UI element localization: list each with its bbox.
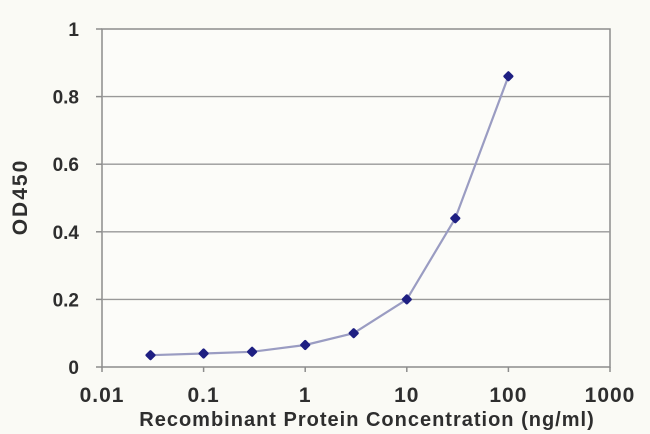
data-point-marker: [401, 294, 412, 305]
x-tick-label: 0.1: [187, 384, 219, 407]
data-point-marker: [300, 339, 311, 351]
data-point-marker: [503, 71, 514, 82]
y-tick-label: 0.4: [53, 223, 80, 244]
plot-area: [101, 28, 611, 368]
data-point-marker: [145, 350, 156, 361]
x-tick-label: 10: [394, 384, 419, 407]
data-point-marker: [348, 328, 359, 339]
y-tick-label: 0: [68, 358, 79, 379]
data-point-marker: [247, 346, 258, 357]
data-point-marker: [198, 348, 209, 359]
y-tick-label: 0.6: [53, 155, 79, 176]
y-tick-label: 0.8: [53, 88, 79, 109]
x-tick-label: 1: [299, 384, 312, 407]
x-tick-label: 0.01: [80, 384, 125, 407]
y-axis-title: OD450: [9, 158, 32, 236]
y-tick-label: 0.2: [53, 290, 79, 311]
x-tick-label: 1000: [585, 384, 636, 407]
x-tick-label: 100: [489, 384, 527, 407]
x-axis-title: Recombinant Protein Concentration (ng/ml…: [139, 409, 595, 431]
data-point-marker: [450, 213, 461, 224]
data-line: [150, 75, 510, 357]
y-tick-label: 1: [68, 20, 79, 41]
